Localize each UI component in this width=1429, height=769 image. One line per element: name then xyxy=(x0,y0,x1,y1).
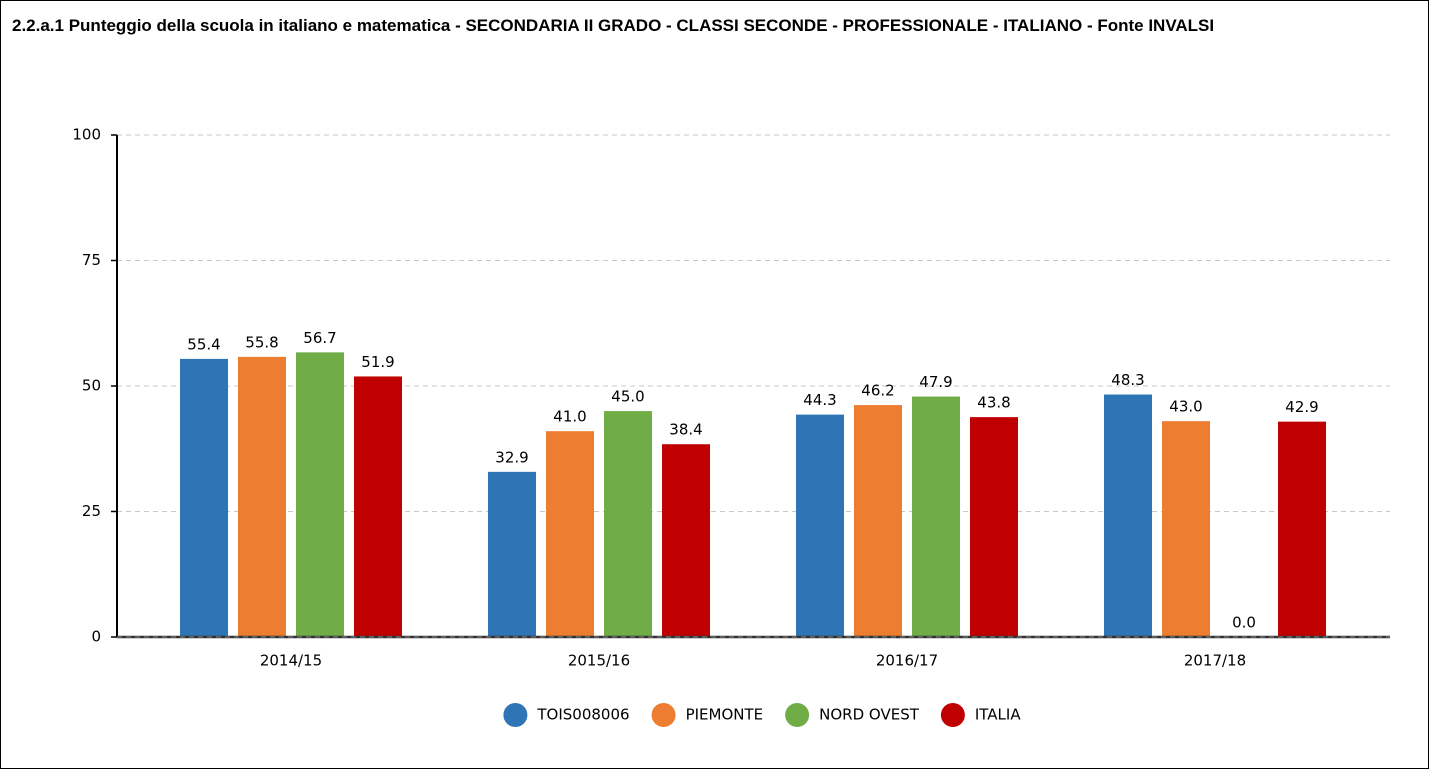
bar xyxy=(1104,394,1152,637)
bar xyxy=(854,405,902,637)
bar xyxy=(488,471,536,637)
legend-label: NORD OVEST xyxy=(819,706,920,724)
legend-swatch xyxy=(503,703,528,727)
bar xyxy=(604,411,652,637)
data-label: 46.2 xyxy=(861,382,894,400)
bar xyxy=(970,417,1018,637)
legend-swatch xyxy=(651,703,676,727)
data-label: 0.0 xyxy=(1232,614,1256,632)
bar xyxy=(1278,421,1326,637)
data-label: 56.7 xyxy=(303,329,336,347)
bar xyxy=(546,431,594,637)
x-tick-label: 2017/18 xyxy=(1184,652,1246,670)
x-tick-label: 2014/15 xyxy=(260,652,322,670)
bar xyxy=(296,352,344,637)
data-label: 51.9 xyxy=(361,353,394,371)
data-label: 47.9 xyxy=(919,373,952,391)
data-label: 42.9 xyxy=(1285,398,1318,416)
data-label: 32.9 xyxy=(495,448,528,466)
legend-swatch xyxy=(785,703,810,727)
bar xyxy=(238,356,286,637)
data-label: 43.0 xyxy=(1169,398,1202,416)
chart-title: 2.2.a.1 Punteggio della scuola in italia… xyxy=(12,16,1215,35)
bar xyxy=(912,396,960,637)
y-tick-label: 100 xyxy=(72,126,101,144)
data-label: 55.8 xyxy=(245,333,278,351)
data-label: 41.0 xyxy=(553,408,586,426)
bar xyxy=(354,376,402,637)
legend-swatch xyxy=(940,703,965,727)
bar xyxy=(662,444,710,637)
y-tick-label: 50 xyxy=(82,377,101,395)
x-tick-label: 2016/17 xyxy=(876,652,938,670)
data-label: 55.4 xyxy=(187,335,220,353)
bar xyxy=(180,358,228,637)
bar xyxy=(796,414,844,637)
legend-label: TOIS008006 xyxy=(536,706,629,724)
data-label: 44.3 xyxy=(803,391,836,409)
x-tick-label: 2015/16 xyxy=(568,652,630,670)
bar xyxy=(1162,421,1210,637)
y-tick-label: 75 xyxy=(82,251,101,269)
data-label: 43.8 xyxy=(977,394,1010,412)
data-label: 45.0 xyxy=(611,388,644,406)
legend-label: ITALIA xyxy=(975,706,1021,724)
data-label: 38.4 xyxy=(669,421,702,439)
legend-label: PIEMONTE xyxy=(686,706,764,724)
y-tick-label: 0 xyxy=(91,628,101,646)
data-label: 48.3 xyxy=(1111,371,1144,389)
y-tick-label: 25 xyxy=(82,502,101,520)
